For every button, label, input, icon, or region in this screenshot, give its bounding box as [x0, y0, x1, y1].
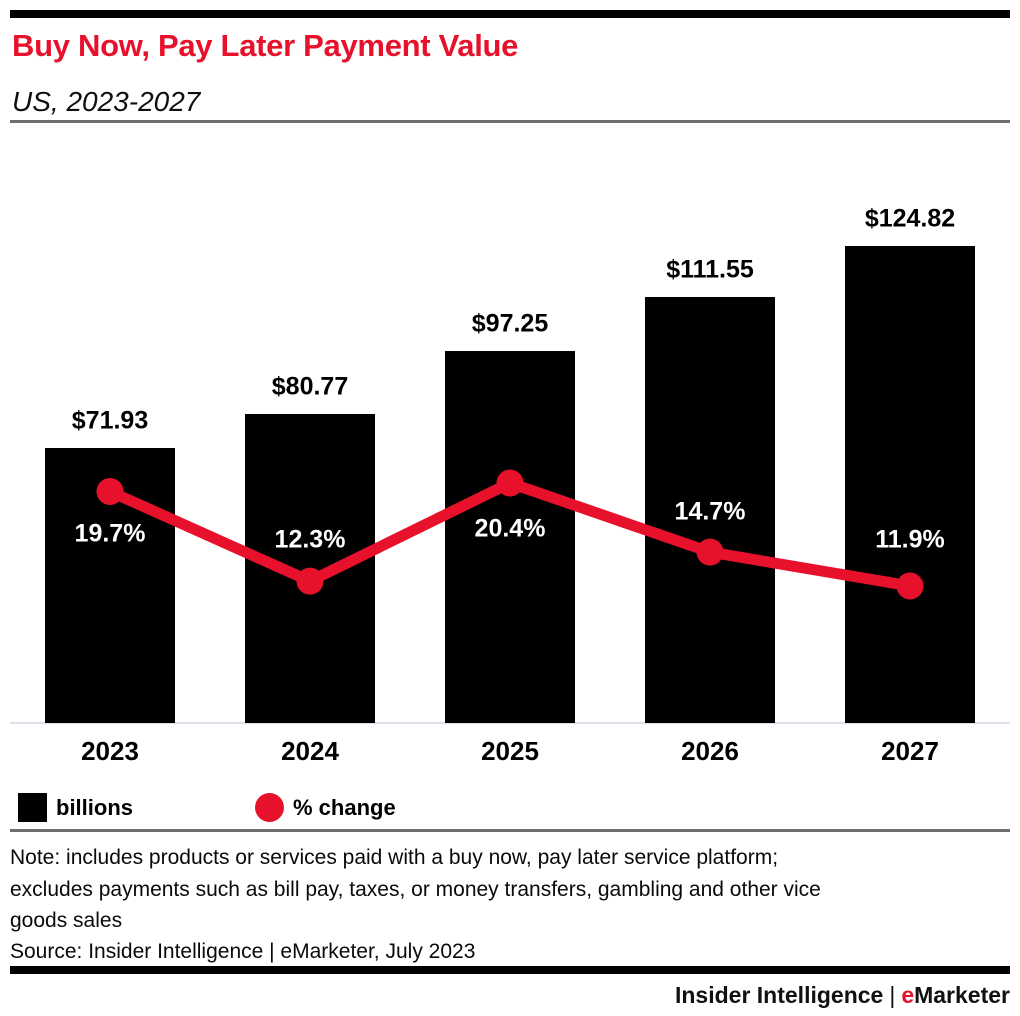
pct-label-2026: 14.7% [674, 497, 746, 526]
bar-value-label-2023: $71.93 [71, 406, 149, 435]
bar-value-label-2024: $80.77 [271, 372, 349, 401]
bar-value-label-2026: $111.55 [666, 255, 754, 284]
bar-value-label-2025: $97.25 [471, 309, 549, 338]
bar-2027 [845, 246, 975, 723]
bottom-rule [10, 966, 1010, 974]
note-line: Note: includes products or services paid… [10, 846, 779, 869]
billions-swatch [18, 793, 47, 822]
x-axis-line [10, 722, 1010, 724]
billions-legend-label: billions [56, 794, 133, 820]
brand-separator: | [889, 982, 896, 1008]
bar-2024 [245, 414, 375, 723]
top-rule [10, 10, 1010, 18]
header-divider [10, 120, 1010, 123]
source-text: Source: Insider Intelligence | eMarketer… [10, 940, 476, 963]
pct-change-legend-label: % change [293, 794, 396, 820]
x-label-2027: 2027 [881, 736, 939, 766]
pct-label-2024: 12.3% [274, 525, 346, 554]
brand-emarketer-e: e [901, 982, 915, 1008]
x-label-2025: 2025 [481, 736, 539, 766]
legend-divider [10, 829, 1010, 832]
bar-line-chart: $71.93 19.7% 2023 $80.77 12.3% 2024 $97.25 20.4… [10, 140, 1010, 790]
note-line: excludes payments such as bill pay, taxe… [10, 877, 821, 901]
chart-subtitle: US, 2023-2027 [12, 86, 201, 117]
pct-label-2027: 11.9% [875, 525, 945, 554]
pct-change-swatch [255, 793, 284, 822]
brand-insider-intelligence: Insider Intelligence [674, 982, 884, 1008]
chart-legend: billions % change [18, 793, 396, 822]
pct-label-2025: 20.4% [474, 514, 546, 543]
x-label-2024: 2024 [281, 736, 339, 766]
bar-value-label-2027: $124.82 [864, 204, 956, 233]
x-label-2023: 2023 [81, 736, 139, 766]
note-text: Note: includes products or services paid… [10, 842, 1000, 937]
chart-title: Buy Now, Pay Later Payment Value [12, 28, 519, 63]
x-label-2026: 2026 [681, 736, 739, 766]
brand-footer: Insider Intelligence | eMarketer [675, 982, 1010, 1009]
bar-2023 [45, 448, 175, 723]
pct-label-2023: 19.7% [74, 519, 146, 548]
note-line: goods sales [10, 909, 123, 932]
brand-emarketer-rest: Marketer [914, 982, 1010, 1008]
